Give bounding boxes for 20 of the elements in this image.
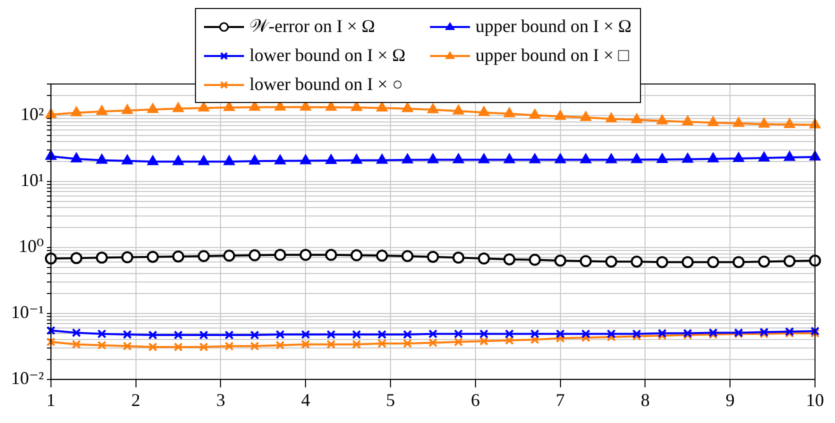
y-tick-label: 10⁻² xyxy=(10,368,44,388)
x-tick-label: 1 xyxy=(46,390,56,410)
legend-label: lower bound on I × ○ xyxy=(249,73,403,96)
x-tick-label: 7 xyxy=(556,390,565,410)
y-tick-label: 10⁻¹ xyxy=(10,302,44,322)
legend-label: 𝒲-error on I × Ω xyxy=(249,15,375,38)
x-tick-label: 3 xyxy=(216,390,226,410)
y-tick-label: 10⁰ xyxy=(18,236,44,256)
y-tick-label: 10¹ xyxy=(20,170,44,190)
x-tick-label: 9 xyxy=(726,390,735,410)
x-tick-label: 6 xyxy=(470,390,480,410)
x-tick-label: 8 xyxy=(640,390,650,410)
legend-label: upper bound on I × □ xyxy=(476,44,630,67)
y-tick-label: 10² xyxy=(20,104,44,124)
x-tick-label: 2 xyxy=(131,390,140,410)
x-tick-label: 5 xyxy=(386,390,395,410)
x-tick-label: 4 xyxy=(301,390,310,410)
legend-label: lower bound on I × Ω xyxy=(249,44,406,67)
x-tick-label: 10 xyxy=(806,390,824,410)
legend-label: upper bound on I × Ω xyxy=(476,15,632,38)
